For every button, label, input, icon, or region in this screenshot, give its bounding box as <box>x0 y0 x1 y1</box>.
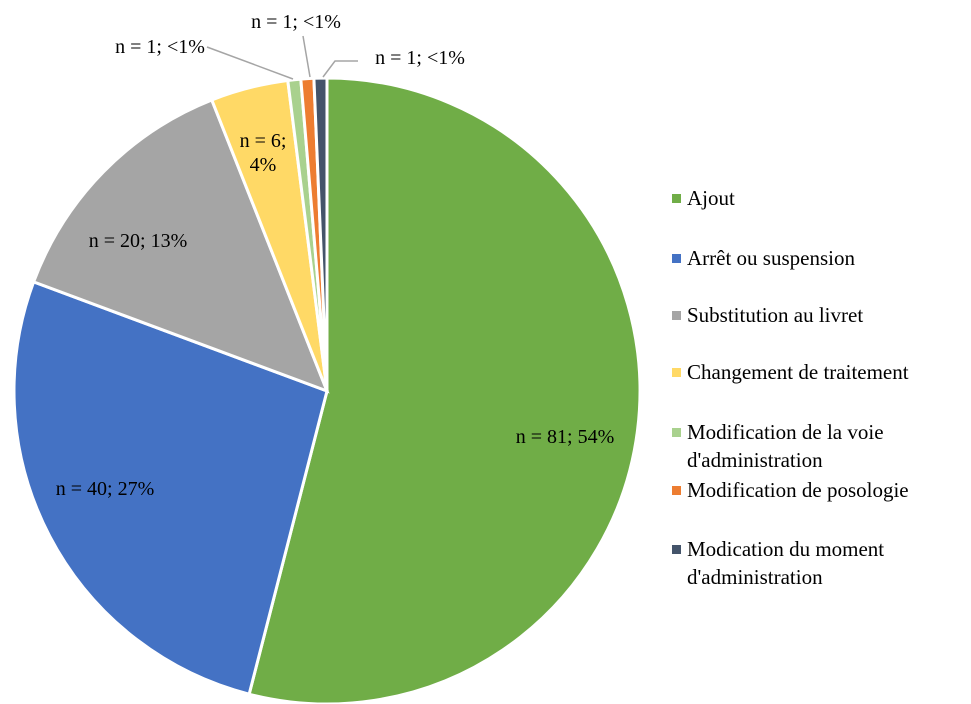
legend-label: Substitution au livret <box>687 303 864 327</box>
pie-slice <box>12 279 329 696</box>
data-label: n = 40; 27% <box>55 478 155 500</box>
legend-swatch <box>672 428 681 437</box>
legend-label: Ajout <box>687 186 735 210</box>
data-label: n = 81; 54% <box>515 426 615 448</box>
leader-line <box>322 60 358 78</box>
legend-swatch <box>672 254 681 263</box>
data-label: n = 20; 13% <box>88 230 188 252</box>
legend-label: Modication du moment d'administration <box>687 537 885 589</box>
legend-swatch <box>672 311 681 320</box>
legend-label: Arrêt ou suspension <box>687 246 855 270</box>
pie-slice <box>312 76 329 392</box>
pie-slice <box>31 98 330 394</box>
legend-swatch <box>672 545 681 554</box>
legend-swatch <box>672 368 681 377</box>
data-label: n = 1; <1% <box>251 11 341 33</box>
data-label: n = 6; 4% <box>239 130 287 176</box>
data-label: n = 1; <1% <box>375 47 465 69</box>
leader-line <box>302 35 311 78</box>
data-label: n = 1; <1% <box>115 36 205 58</box>
leader-line <box>206 46 294 80</box>
legend-label: Modification de posologie <box>687 478 909 502</box>
pie-slice <box>247 76 642 704</box>
legend-label: Modification de la voie d'administration <box>687 420 884 472</box>
legend-swatch <box>672 486 681 495</box>
legend-swatch <box>672 194 681 203</box>
legend-label: Changement de traitement <box>687 360 909 384</box>
